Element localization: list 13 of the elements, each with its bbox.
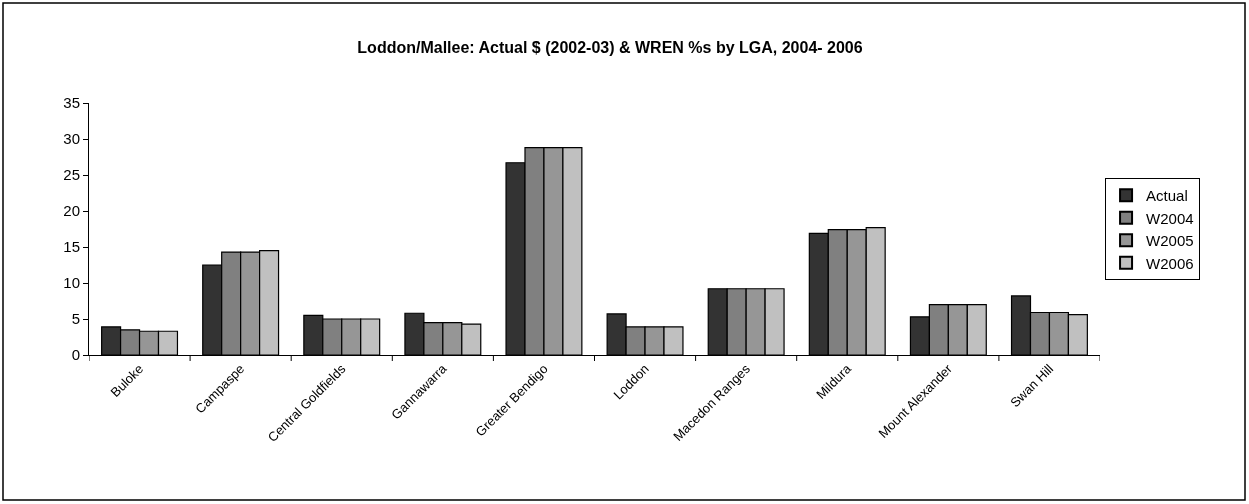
y-tick-label: 0 xyxy=(71,346,80,364)
y-tick-label: 10 xyxy=(63,274,80,292)
legend-label: W2005 xyxy=(1146,232,1194,250)
chart-title: Loddon/Mallee: Actual $ (2002-03) & WREN %s by LGA, 2004- 2006 xyxy=(357,38,863,56)
y-tick-label: 5 xyxy=(71,310,80,328)
legend-label: W2006 xyxy=(1146,254,1194,272)
legend-label: W2004 xyxy=(1146,209,1194,227)
y-tick-label: 25 xyxy=(63,166,80,184)
y-tick-label: 30 xyxy=(63,130,80,148)
y-tick-label: 15 xyxy=(63,238,80,256)
y-tick-label: 20 xyxy=(63,202,80,220)
legend-label: Actual xyxy=(1146,187,1188,205)
y-tick-label: 35 xyxy=(63,94,80,112)
